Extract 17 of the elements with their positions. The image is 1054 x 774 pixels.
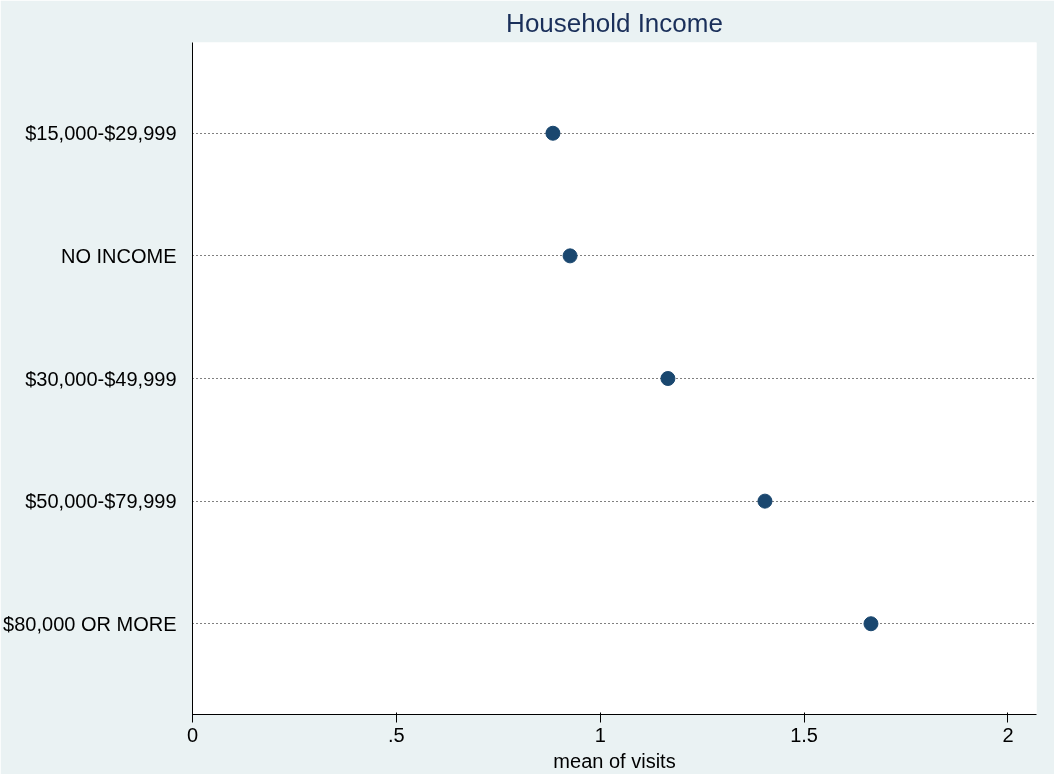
x-axis-title: mean of visits <box>553 749 676 772</box>
point <box>757 493 773 509</box>
x-tick-label: 1 <box>594 723 606 746</box>
point <box>562 248 578 264</box>
y-tick-label: $30,000-$49,999 <box>25 367 177 390</box>
y-tick-label: $80,000 OR MORE <box>3 612 177 635</box>
x-tick-label: 1.5 <box>790 723 819 746</box>
y-tick-label: NO INCOME <box>60 244 177 267</box>
chart-title: Household Income <box>506 7 723 38</box>
point <box>660 371 676 386</box>
y-tick-label: $50,000-$79,999 <box>25 490 177 513</box>
x-tick-label: 0 <box>186 723 199 746</box>
point <box>863 616 879 632</box>
x-tick-label: .5 <box>388 723 405 746</box>
x-tick-label: 2 <box>1002 723 1014 746</box>
point <box>545 125 561 141</box>
y-tick-label: $15,000-$29,999 <box>25 122 177 145</box>
